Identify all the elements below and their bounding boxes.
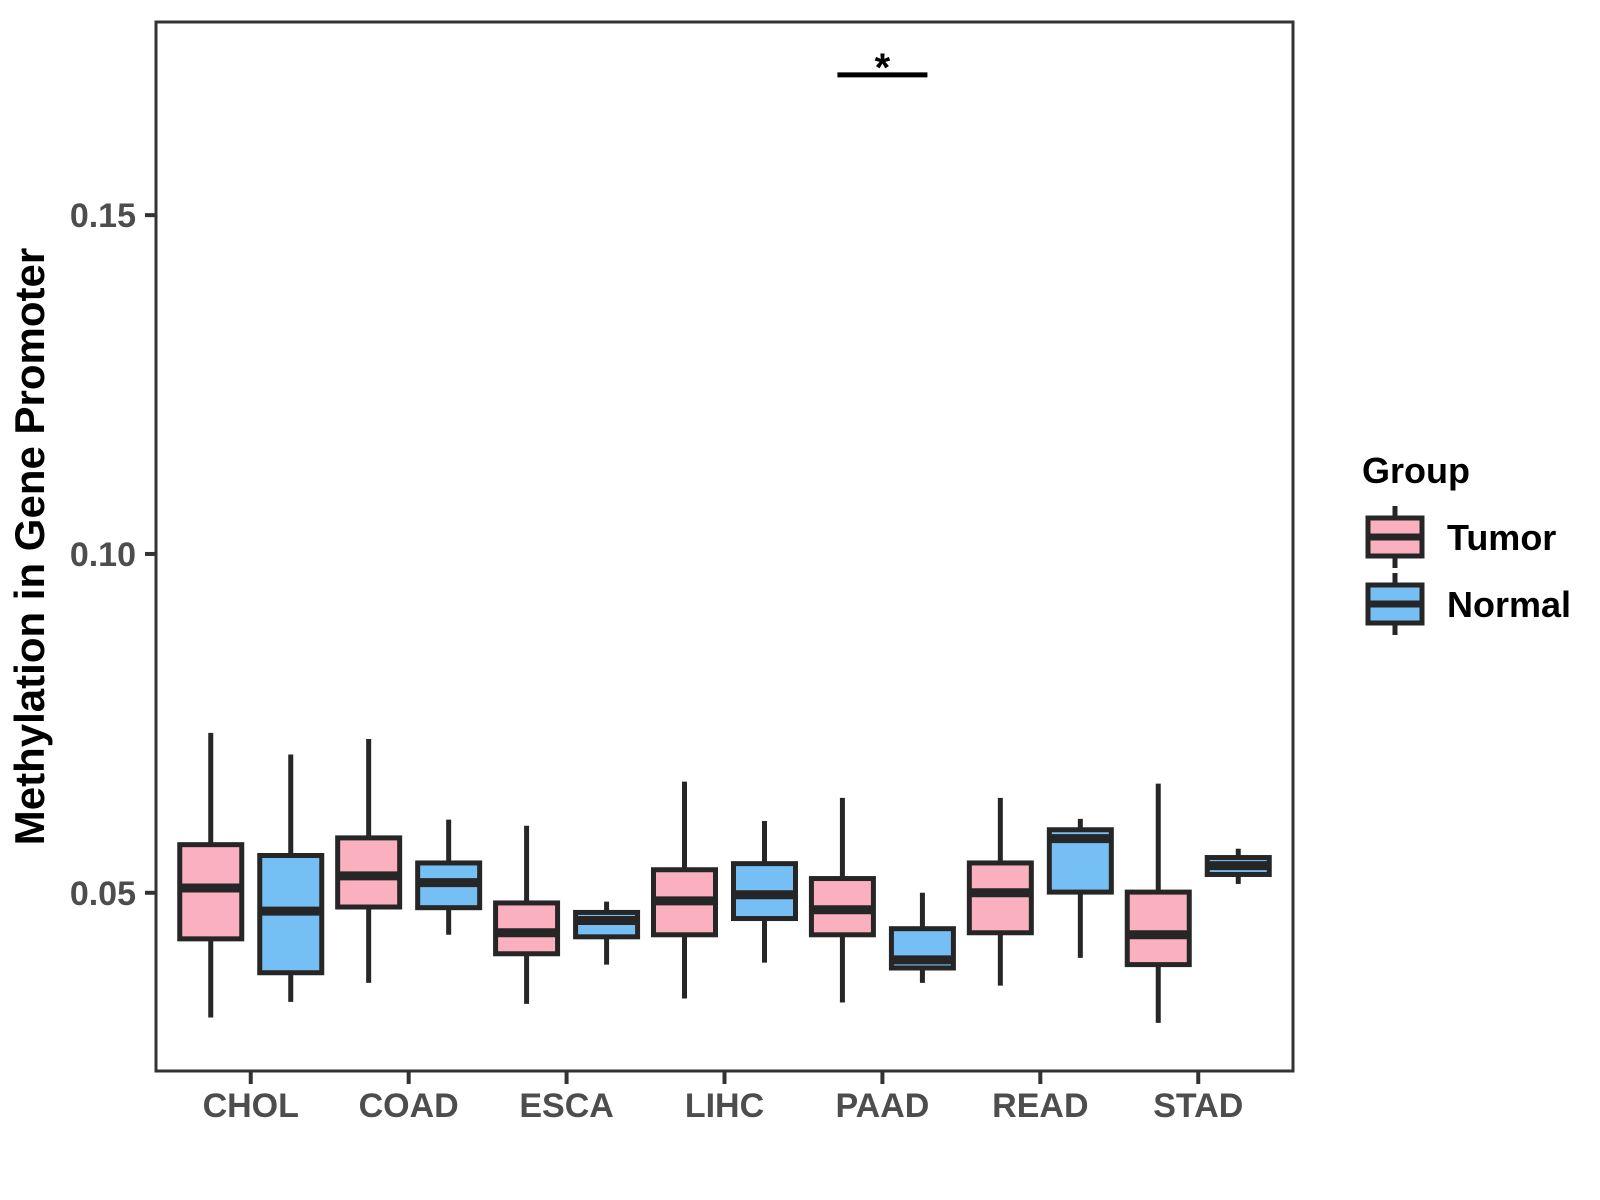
x-tick-label-coad: COAD xyxy=(359,1087,459,1125)
plot-panel xyxy=(154,20,1295,1073)
x-tick-label-esca: ESCA xyxy=(519,1087,613,1125)
x-tick-label-lihc: LIHC xyxy=(685,1087,764,1125)
x-tick-label-read: READ xyxy=(992,1087,1088,1125)
y-tick-label: 0.10 xyxy=(70,536,136,574)
x-tick-label-paad: PAAD xyxy=(836,1087,930,1125)
legend-label-normal: Normal xyxy=(1447,584,1571,625)
legend-label-tumor: Tumor xyxy=(1447,517,1556,558)
box-read-tumor xyxy=(966,860,1034,936)
box-stad-tumor xyxy=(1124,889,1192,968)
significance-asterisk-paad: * xyxy=(875,46,891,90)
y-tick-label: 0.15 xyxy=(70,197,136,235)
x-tick-label-chol: CHOL xyxy=(203,1087,299,1125)
legend-title: Group xyxy=(1362,450,1470,491)
y-tick-label: 0.05 xyxy=(70,875,136,913)
x-tick-label-stad: STAD xyxy=(1153,1087,1243,1125)
y-axis-title: Methylation in Gene Promoter xyxy=(6,248,53,845)
